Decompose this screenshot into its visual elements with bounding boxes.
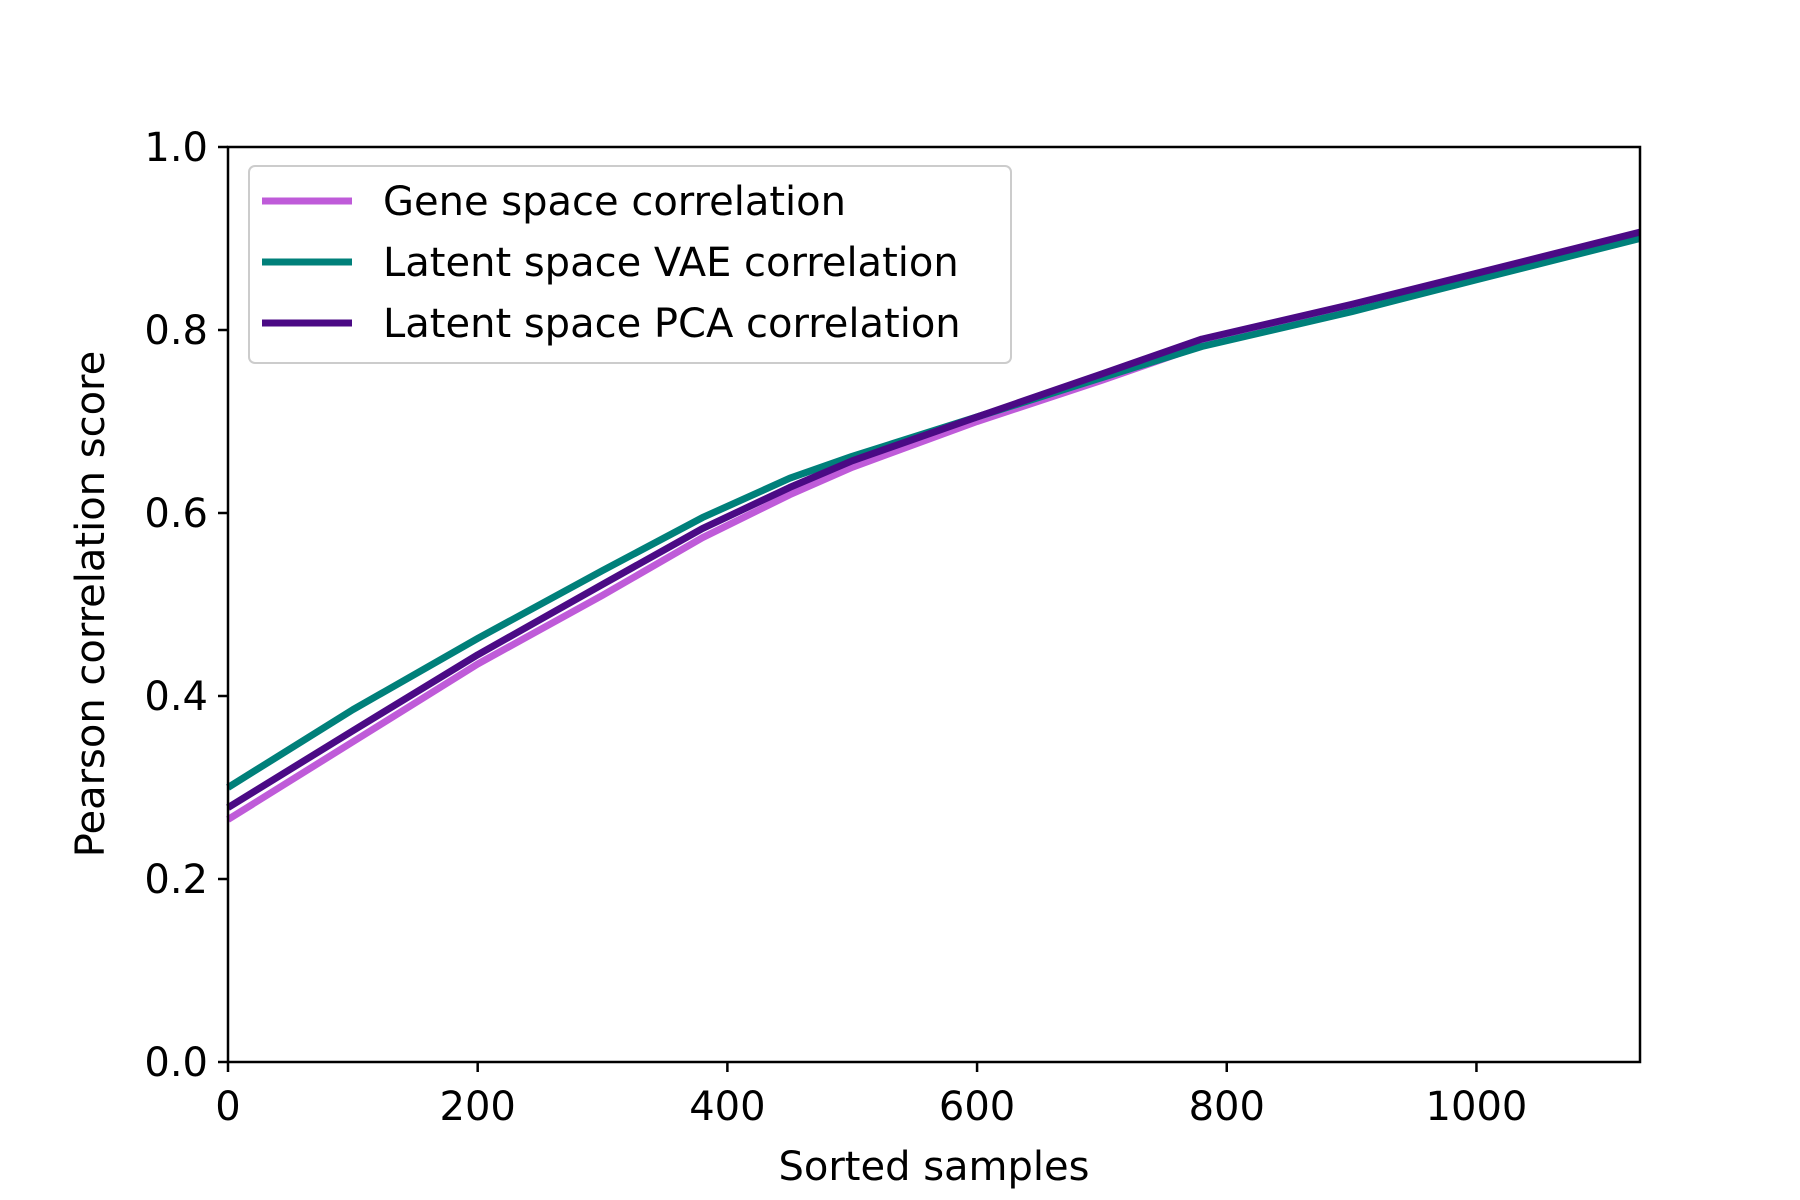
y-tick-label: 0.0 (144, 1040, 208, 1086)
x-axis: 0 200 400 600 800 1000 (215, 1062, 1527, 1130)
series-layer (226, 228, 1641, 823)
y-tick-label: 1.0 (144, 125, 208, 171)
series-line-2 (226, 235, 1641, 791)
legend-label-1: Gene space correlation (383, 179, 846, 225)
x-tick-label: 600 (939, 1084, 1015, 1130)
y-tick-label: 0.4 (144, 674, 208, 720)
y-tick-label: 0.6 (144, 491, 208, 537)
plot-frame (226, 145, 1642, 1064)
x-tick-label: 800 (1189, 1084, 1265, 1130)
x-tick-label: 400 (689, 1084, 765, 1130)
y-axis: 0.0 0.2 0.4 0.6 0.8 1.0 (144, 125, 228, 1086)
legend: Gene space correlation Latent space VAE c… (248, 165, 1012, 364)
x-axis-label: Sorted samples (779, 1144, 1090, 1190)
series-line-3 (226, 228, 1641, 811)
legend-label-3: Latent space PCA correlation (383, 301, 961, 347)
y-tick-label: 0.2 (144, 857, 208, 903)
legend-label-2: Latent space VAE correlation (383, 240, 959, 286)
x-tick-label: 200 (440, 1084, 516, 1130)
x-tick-label: 0 (215, 1084, 240, 1130)
x-tick-label: 1000 (1426, 1084, 1528, 1130)
y-axis-label: Pearson correlation score (68, 351, 114, 857)
y-tick-label: 0.8 (144, 308, 208, 354)
legend-box (248, 165, 1012, 364)
